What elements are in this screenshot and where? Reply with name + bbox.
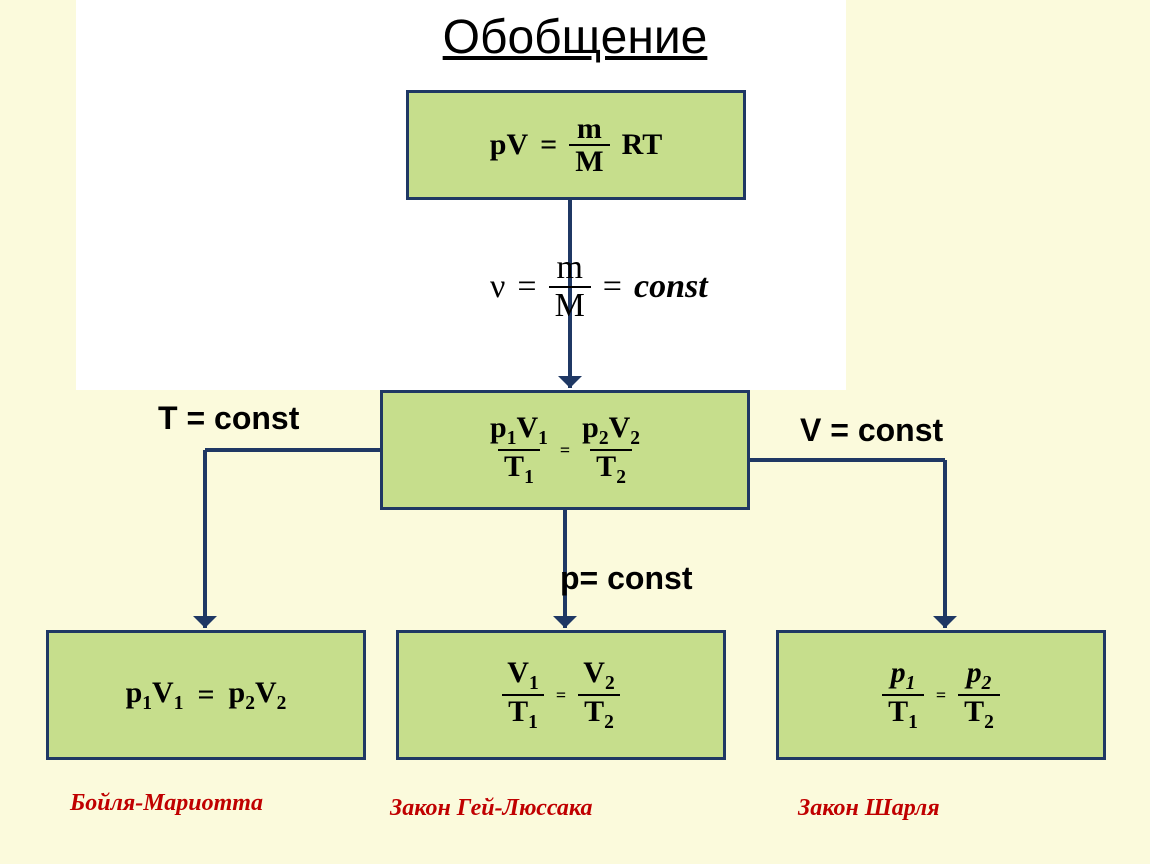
sub: 2 [982,673,992,694]
p: p [582,411,599,444]
sub: 1 [906,673,916,694]
fraction: m M [549,250,591,323]
sub: 1 [529,673,539,694]
p: p [490,411,507,444]
arrow-segment [750,458,945,462]
box-combined-gas-law: p1V1 T1 = p2V2 T2 [380,390,750,510]
t: T [504,450,524,483]
p: p [126,676,143,709]
arrow-head-icon [553,616,577,628]
text: pV [490,128,528,162]
sub: 2 [630,428,640,449]
page-title: Обобщение [0,10,1150,65]
sub: 1 [174,693,184,714]
t: T [596,450,616,483]
t: T [888,695,908,728]
sub: 1 [524,467,534,488]
label-t-const: T = const [158,400,299,437]
caption-boyle: Бойля-Мариотта [70,790,263,817]
fraction-right: p2V2 T2 [582,412,640,489]
box-ideal-gas-law: pV = m M RT [406,90,746,200]
box-boyle-mariotte: p1V1 = p2V2 [46,630,366,760]
denominator: M [569,144,609,178]
t: T [964,695,984,728]
arrow-head-icon [193,616,217,628]
fraction-left: p1 T1 [882,657,924,734]
sub: 2 [605,673,615,694]
v: V [255,676,277,709]
sub: 2 [599,428,609,449]
arrow-head-icon [933,616,957,628]
equals: = [597,268,628,306]
caption-gay-lussac: Закон Гей-Люссака [390,795,592,822]
arrow-segment [203,450,207,628]
arrow-head-icon [558,376,582,388]
fraction-right: p2 T2 [958,657,1000,734]
caption-charles: Закон Шарля [798,795,940,822]
equals: = [554,440,576,461]
text: RT [616,128,663,162]
label-v-const: V = const [800,412,943,449]
equals: = [189,678,222,712]
p: p [891,656,906,689]
box-gay-lussac: V1 T1 = V2 T2 [396,630,726,760]
equals: = [550,685,572,706]
const: const [634,268,708,306]
denominator: M [549,286,591,324]
equals: = [534,128,563,162]
t: T [584,695,604,728]
numerator: m [577,113,602,145]
p: p [967,656,982,689]
label-p-const: p= const [560,560,692,597]
v: V [152,676,174,709]
fraction-left: p1V1 T1 [490,412,548,489]
sub: 2 [616,467,626,488]
equals: = [511,268,542,306]
box-charles: p1 T1 = p2 T2 [776,630,1106,760]
numerator: m [556,250,582,286]
fraction-right: V2 T2 [578,657,620,734]
sub: 1 [908,712,918,733]
v: V [583,656,605,689]
fraction: m M [569,113,609,178]
sub: 1 [538,428,548,449]
t: T [508,695,528,728]
sub: 1 [142,693,152,714]
sub: 1 [528,712,538,733]
sub: 2 [245,693,255,714]
nu: ν [490,268,505,306]
sub: 2 [604,712,614,733]
v: V [609,411,631,444]
v: V [516,411,538,444]
sub: 2 [277,693,287,714]
nu-const-formula: ν = m M = const [490,250,708,323]
equals: = [930,685,952,706]
p: p [229,676,246,709]
v: V [507,656,529,689]
sub: 1 [507,428,517,449]
fraction-left: V1 T1 [502,657,544,734]
arrow-segment [943,460,947,628]
sub: 2 [984,712,994,733]
arrow-segment [205,448,380,452]
